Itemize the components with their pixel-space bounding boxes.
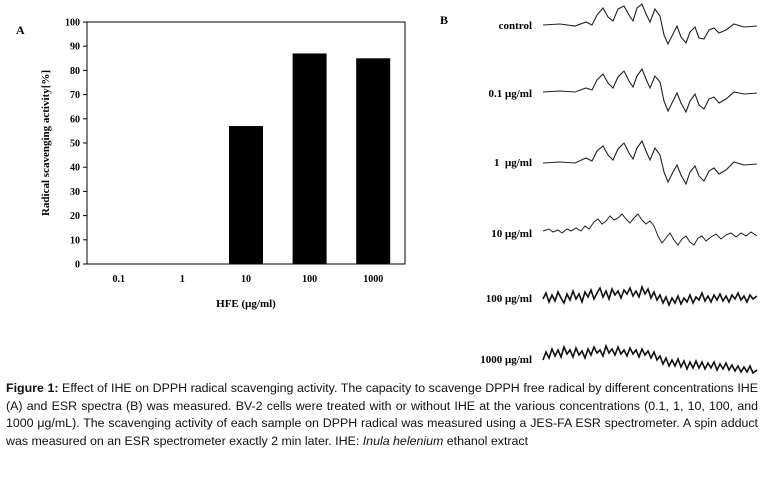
bar-100 [292,53,327,265]
y-tick-label-3: 30 [70,187,80,198]
y-tick-label-0: 0 [75,260,80,271]
y-tick-label-5: 50 [70,139,80,150]
figure: A B 0 10 20 30 40 50 60 70 80 90 100 0.1 1 10 100 1000… [16,3,758,375]
x-tick-label-1: 1 [180,274,185,285]
esr-trace-100 [542,284,758,308]
x-axis-ticks: 0.1 1 10 100 1000 [113,274,384,285]
bar-10 [229,126,263,264]
panel-b-label: B [440,13,448,27]
y-tick-label-10: 100 [65,18,80,29]
x-tick-label-2: 10 [241,274,251,285]
esr-label-control: control [499,20,532,32]
esr-label-10: 10 μg/ml [491,228,532,240]
caption-species: Inula helenium [362,433,444,448]
bars [229,53,391,265]
y-tick-label-7: 70 [70,90,80,101]
y-tick-label-1: 10 [70,235,80,246]
y-axis-title: Radical scavenging activity[%] [40,70,52,216]
x-tick-label-3: 100 [302,274,317,285]
y-tick-label-6: 60 [70,114,80,125]
esr-label-1000: 1000 μg/ml [480,354,532,366]
y-tick-label-9: 90 [70,42,80,53]
esr-trace-1000 [542,343,758,375]
y-tick-label-4: 40 [70,163,80,174]
bar-chart: 0 10 20 30 40 50 60 70 80 90 100 0.1 1 10 100 1000 Rad… [40,18,406,310]
bar-1000 [356,58,391,264]
y-tick-label-8: 80 [70,66,80,77]
caption-text-main: Effect of IHE on DPPH radical scavenging… [6,381,758,448]
figure-caption: Figure 1: Effect of IHE on DPPH radical … [6,380,758,450]
esr-trace-1 [542,139,758,186]
x-axis-title: HFE (μg/ml) [216,298,276,310]
esr-trace-control [542,3,758,46]
y-tick-label-2: 20 [70,211,80,222]
esr-label-100: 100 μg/ml [486,293,532,305]
caption-text-end: ethanol extract [443,433,529,448]
esr-label-0-1: 0.1 μg/ml [488,88,532,100]
x-tick-label-4: 1000 [363,274,383,285]
panel-a-label: A [16,23,25,37]
y-axis-ticks: 0 10 20 30 40 50 60 70 80 90 100 [65,18,87,271]
esr-trace-0-1 [542,67,758,114]
caption-figure-label: Figure 1: [6,381,59,395]
esr-trace-10 [542,213,758,246]
esr-label-1: 1 μg/ml [494,157,532,169]
x-tick-label-0: 0.1 [113,274,126,285]
esr-spectra: control 0.1 μg/ml 1 μg/ml 10 μg/ml 100 μ… [480,3,758,375]
